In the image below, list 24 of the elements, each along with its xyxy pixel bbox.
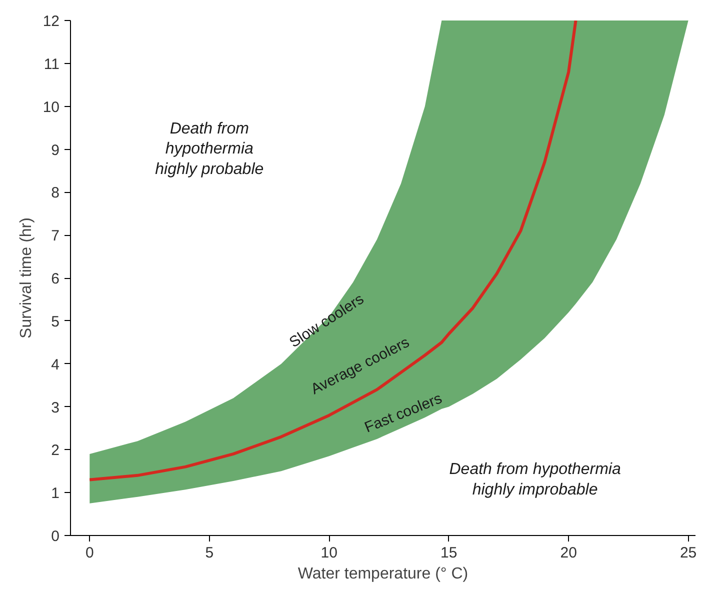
y-tick-label: 3 [51,399,60,416]
y-axis-title: Survival time (hr) [18,218,35,338]
x-tick-label: 20 [560,544,577,562]
annotation: Fast coolers [362,390,444,436]
y-tick-label: 6 [51,270,60,288]
y-tick-label: 9 [51,142,60,159]
y-tick-label: 12 [42,13,60,30]
y-tick-label: 11 [44,56,60,73]
y-tick-label: 8 [51,184,60,202]
y-tick-label: 4 [51,356,60,374]
y-tick-label: 0 [51,528,60,545]
y-tick-label: 2 [51,442,60,460]
x-tick-label: 10 [320,544,338,562]
annotation: Death from hypothermia highly improbable [449,461,621,498]
y-tick-label: 1 [51,485,60,502]
y-tick-label: 7 [51,228,60,245]
y-tick-label: 5 [51,313,60,330]
x-tick-label: 5 [205,544,214,562]
x-tick-label: 25 [680,544,697,562]
x-tick-label: 15 [440,544,458,562]
annotation: Death from hypothermia highly probable [155,120,264,178]
y-tick-label: 10 [42,98,60,116]
x-tick-label: 0 [85,544,94,562]
x-axis-title: Water temperature (° C) [298,566,468,582]
